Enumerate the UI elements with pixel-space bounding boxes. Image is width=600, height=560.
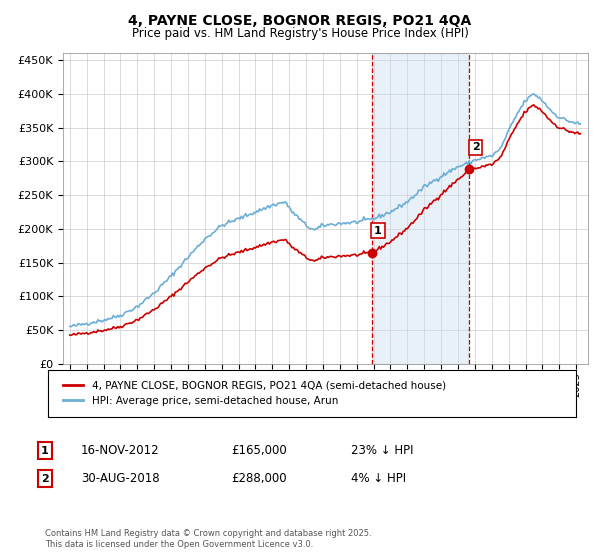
Text: 4, PAYNE CLOSE, BOGNOR REGIS, PO21 4QA: 4, PAYNE CLOSE, BOGNOR REGIS, PO21 4QA [128,14,472,28]
Text: 1: 1 [41,446,49,456]
Text: £165,000: £165,000 [231,444,287,458]
Text: 4% ↓ HPI: 4% ↓ HPI [351,472,406,486]
Text: 23% ↓ HPI: 23% ↓ HPI [351,444,413,458]
Text: 30-AUG-2018: 30-AUG-2018 [81,472,160,486]
Legend: 4, PAYNE CLOSE, BOGNOR REGIS, PO21 4QA (semi-detached house), HPI: Average price: 4, PAYNE CLOSE, BOGNOR REGIS, PO21 4QA (… [58,377,450,410]
Text: 1: 1 [374,226,382,236]
Text: 16-NOV-2012: 16-NOV-2012 [81,444,160,458]
Text: 2: 2 [41,474,49,484]
Text: Price paid vs. HM Land Registry's House Price Index (HPI): Price paid vs. HM Land Registry's House … [131,27,469,40]
Text: £288,000: £288,000 [231,472,287,486]
Text: 2: 2 [472,142,479,152]
Text: Contains HM Land Registry data © Crown copyright and database right 2025.
This d: Contains HM Land Registry data © Crown c… [45,529,371,549]
